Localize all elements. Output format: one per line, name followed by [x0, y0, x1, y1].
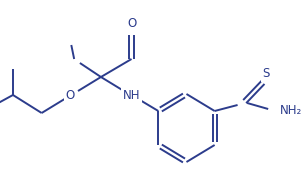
- Text: O: O: [127, 17, 136, 30]
- Text: NH: NH: [123, 89, 140, 102]
- Text: S: S: [263, 68, 270, 80]
- Text: O: O: [66, 89, 75, 102]
- Text: NH₂: NH₂: [280, 104, 302, 118]
